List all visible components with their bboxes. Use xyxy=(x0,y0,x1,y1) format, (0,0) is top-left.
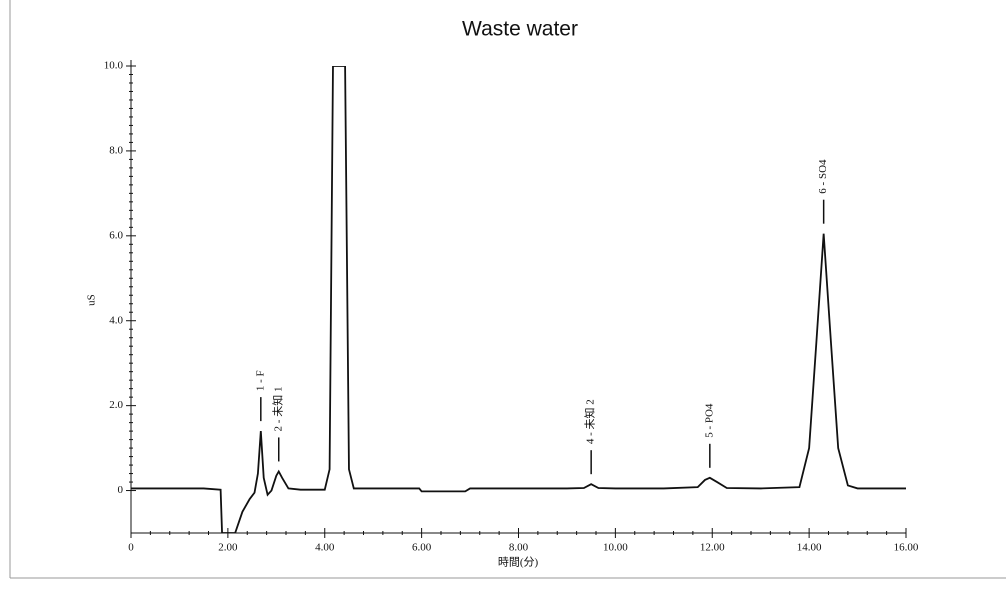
annotation-label: 4 - 未知 2 xyxy=(583,399,597,444)
annotation-label: 1 - F xyxy=(254,370,266,391)
x-tick-label: 8.00 xyxy=(509,542,529,554)
y-tick-label: 2.0 xyxy=(109,399,123,411)
x-tick-label: 16.00 xyxy=(894,542,919,554)
annotation-label: 5 - PO4 xyxy=(703,403,715,438)
x-axis-label: 時間(分) xyxy=(498,556,539,569)
x-tick-label: 14.00 xyxy=(797,542,822,554)
x-tick-label: 4.00 xyxy=(315,542,335,554)
x-tick-label: 10.00 xyxy=(603,542,628,554)
x-tick-label: 2.00 xyxy=(218,542,238,554)
y-tick-label: 8.0 xyxy=(109,144,123,156)
y-tick-label: 6.0 xyxy=(109,229,123,241)
x-tick-label: 12.00 xyxy=(700,542,725,554)
y-tick-label: 0 xyxy=(118,484,124,496)
x-tick-label: 6.00 xyxy=(412,542,432,554)
y-tick-label: 4.0 xyxy=(109,314,123,326)
y-tick-label: 10.0 xyxy=(104,60,124,72)
chart-title: Waste water xyxy=(462,18,578,41)
y-axis-label: uS xyxy=(86,294,98,306)
series-line xyxy=(131,66,906,533)
x-tick-label: 0 xyxy=(128,542,134,554)
annotation-label: 2 - 未知 1 xyxy=(270,387,284,432)
annotation-label: 6 - SO4 xyxy=(817,159,829,194)
